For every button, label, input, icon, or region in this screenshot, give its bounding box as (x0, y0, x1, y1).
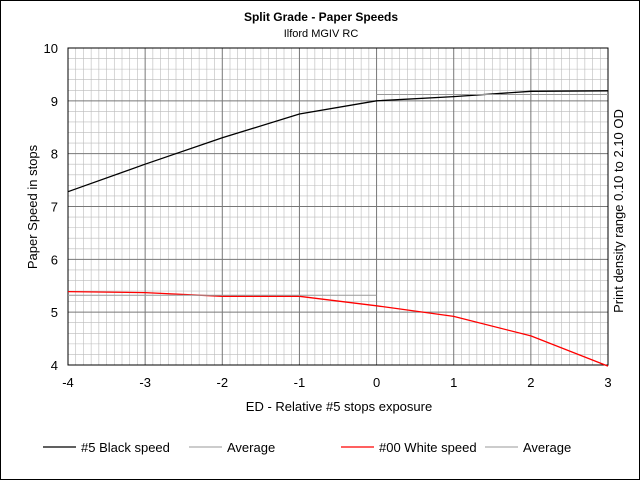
x-axis-ticks: -4 -3 -2 -1 0 1 2 3 (62, 375, 611, 390)
legend-label: Average (523, 440, 571, 455)
y-tick-label: 10 (44, 41, 58, 56)
x-tick-label: 2 (527, 375, 534, 390)
x-tick-label: 1 (450, 375, 457, 390)
y-tick-label: 5 (51, 305, 58, 320)
y-tick-label: 7 (51, 200, 58, 215)
legend-label: #00 White speed (379, 440, 477, 455)
plot-area (67, 47, 609, 366)
y-tick-label: 6 (51, 252, 58, 267)
x-tick-label: -3 (139, 375, 151, 390)
y-tick-label: 4 (51, 358, 58, 373)
y2-axis-label: Print density range 0.10 to 2.10 OD (611, 109, 626, 313)
x-tick-label: 3 (604, 375, 611, 390)
x-tick-label: -2 (217, 375, 229, 390)
y-tick-label: 9 (51, 94, 58, 109)
x-axis-label: ED - Relative #5 stops exposure (246, 399, 432, 414)
series-line-3 (67, 290, 609, 367)
chart-title: Split Grade - Paper Speeds (244, 10, 398, 24)
series-line-1 (67, 90, 609, 193)
y-axis-label: Paper Speed in stops (25, 144, 40, 269)
legend-label: #5 Black speed (81, 440, 170, 455)
x-tick-label: 0 (373, 375, 380, 390)
series-layer (67, 90, 609, 367)
legend: #5 Black speed Average #00 White speed Aver… (43, 440, 571, 455)
chart-subtitle: Ilford MGIV RC (284, 28, 359, 40)
legend-label: Average (227, 440, 275, 455)
y-axis-ticks: 4 5 6 7 8 9 10 (44, 41, 58, 373)
x-tick-label: -1 (294, 375, 306, 390)
x-tick-label: -4 (62, 375, 74, 390)
y-tick-label: 8 (51, 147, 58, 162)
